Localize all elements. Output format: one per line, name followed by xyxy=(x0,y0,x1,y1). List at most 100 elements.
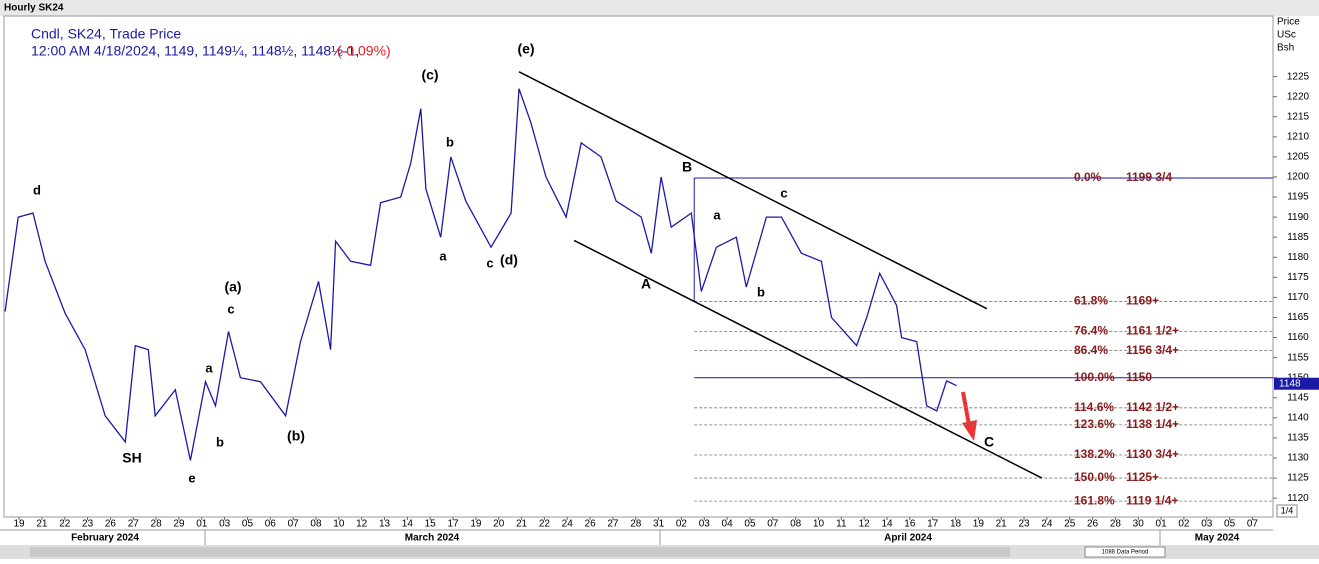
x-tick-label: 21 xyxy=(996,519,1008,530)
x-tick-label: 07 xyxy=(767,519,779,530)
wave-label: (c) xyxy=(421,67,438,83)
wave-label: a xyxy=(205,360,213,375)
x-tick-label: 29 xyxy=(173,519,185,530)
x-tick-label: 16 xyxy=(904,519,916,530)
y-tick-label: 1210 xyxy=(1287,131,1310,142)
x-tick-label: 05 xyxy=(242,519,254,530)
y-tick-label: 1160 xyxy=(1287,332,1309,343)
y-axis-label: USc xyxy=(1277,30,1296,41)
month-label: February 2024 xyxy=(71,533,139,544)
x-tick-label: 27 xyxy=(128,519,140,530)
y-tick-label: 1215 xyxy=(1287,111,1310,122)
fib-price: 1169+ xyxy=(1126,294,1159,308)
fib-pct: 123.6% xyxy=(1074,417,1115,431)
x-tick-label: 26 xyxy=(1087,519,1099,530)
header-bar xyxy=(0,0,1319,16)
y-tick-label: 1135 xyxy=(1287,433,1309,444)
y-tick-label: 1155 xyxy=(1287,352,1309,363)
fib-pct: 150.0% xyxy=(1074,470,1115,484)
x-tick-label: 11 xyxy=(836,519,847,530)
wave-label: B xyxy=(682,159,692,175)
x-tick-label: 06 xyxy=(265,519,277,530)
trend-line xyxy=(573,239,1043,479)
x-tick-label: 03 xyxy=(219,519,231,530)
wave-label: b xyxy=(216,434,224,449)
x-tick-label: 03 xyxy=(1201,519,1213,530)
legend-info: 12:00 AM 4/18/2024, 1149, 1149¼, 1148½, … xyxy=(31,43,359,59)
x-tick-label: 19 xyxy=(14,519,26,530)
fib-price: 1199 3/4 xyxy=(1126,170,1172,184)
y-axis-label: Price xyxy=(1277,17,1300,28)
scroll-thumb[interactable] xyxy=(30,547,1010,557)
y-tick-label: 1220 xyxy=(1287,91,1310,102)
x-tick-label: 21 xyxy=(36,519,48,530)
x-tick-label: 18 xyxy=(950,519,962,530)
wave-label: c xyxy=(486,255,493,270)
x-tick-label: 12 xyxy=(356,519,368,530)
x-tick-label: 22 xyxy=(539,519,551,530)
wave-label: a xyxy=(439,248,447,263)
month-label: May 2024 xyxy=(1195,533,1240,544)
x-tick-label: 01 xyxy=(1156,519,1168,530)
window-title: Hourly SK24 xyxy=(4,3,64,14)
x-tick-label: 02 xyxy=(1178,519,1190,530)
x-tick-label: 07 xyxy=(288,519,300,530)
y-tick-label: 1125 xyxy=(1287,473,1309,484)
x-tick-label: 20 xyxy=(493,519,505,530)
data-period: 1088 Data Period xyxy=(1102,550,1149,556)
x-tick-label: 07 xyxy=(1247,519,1259,530)
x-tick-label: 17 xyxy=(447,519,459,530)
x-tick-label: 28 xyxy=(1110,519,1122,530)
legend-change: (-0.09%) xyxy=(337,43,391,59)
page-box[interactable] xyxy=(1276,504,1298,518)
legend-title: Cndl, SK24, Trade Price xyxy=(31,26,181,42)
fib-pct: 0.0% xyxy=(1074,170,1102,184)
x-tick-label: 04 xyxy=(722,519,734,530)
x-tick-label: 28 xyxy=(151,519,163,530)
x-tick-label: 13 xyxy=(379,519,391,530)
fib-pct: 86.4% xyxy=(1074,343,1108,357)
y-tick-label: 1180 xyxy=(1287,252,1309,263)
y-tick-label: 1175 xyxy=(1287,272,1309,283)
fib-pct: 161.8% xyxy=(1074,493,1115,507)
fib-pct: 138.2% xyxy=(1074,447,1115,461)
wave-label: a xyxy=(713,207,721,222)
wave-label: e xyxy=(188,470,195,485)
wave-label: c xyxy=(227,301,234,316)
wave-label: SH xyxy=(122,450,141,466)
last-price-box xyxy=(1274,377,1319,390)
y-axis-label: Bsh xyxy=(1277,43,1294,54)
x-tick-label: 03 xyxy=(699,519,711,530)
x-tick-label: 10 xyxy=(813,519,825,530)
x-tick-label: 05 xyxy=(744,519,756,530)
x-tick-label: 26 xyxy=(585,519,597,530)
wave-label: (a) xyxy=(224,279,241,295)
month-label: April 2024 xyxy=(884,533,932,544)
x-tick-label: 14 xyxy=(881,519,893,530)
x-tick-label: 24 xyxy=(1041,519,1053,530)
x-tick-label: 24 xyxy=(562,519,574,530)
wave-label: (e) xyxy=(517,41,534,57)
x-tick-label: 14 xyxy=(402,519,414,530)
fib-price: 1138 1/4+ xyxy=(1126,417,1179,431)
x-tick-label: 27 xyxy=(607,519,619,530)
last-price-label: 1148 xyxy=(1279,378,1301,389)
y-tick-label: 1120 xyxy=(1287,493,1309,504)
wave-label: A xyxy=(641,276,651,292)
x-tick-label: 23 xyxy=(1018,519,1030,530)
data-period-box xyxy=(1084,546,1166,558)
y-tick-label: 1225 xyxy=(1287,71,1310,82)
y-tick-label: 1205 xyxy=(1287,152,1310,163)
x-tick-label: 01 xyxy=(196,519,208,530)
wave-label: d xyxy=(33,182,41,197)
wave-label: c xyxy=(780,185,787,200)
x-tick-label: 08 xyxy=(790,519,802,530)
fib-pct: 100.0% xyxy=(1074,370,1115,384)
x-tick-label: 30 xyxy=(1133,519,1145,530)
y-tick-label: 1190 xyxy=(1287,212,1309,223)
wave-label: b xyxy=(757,284,765,299)
x-tick-label: 25 xyxy=(1064,519,1076,530)
x-tick-label: 23 xyxy=(82,519,94,530)
x-tick-label: 19 xyxy=(973,519,985,530)
y-tick-label: 1195 xyxy=(1287,192,1309,203)
